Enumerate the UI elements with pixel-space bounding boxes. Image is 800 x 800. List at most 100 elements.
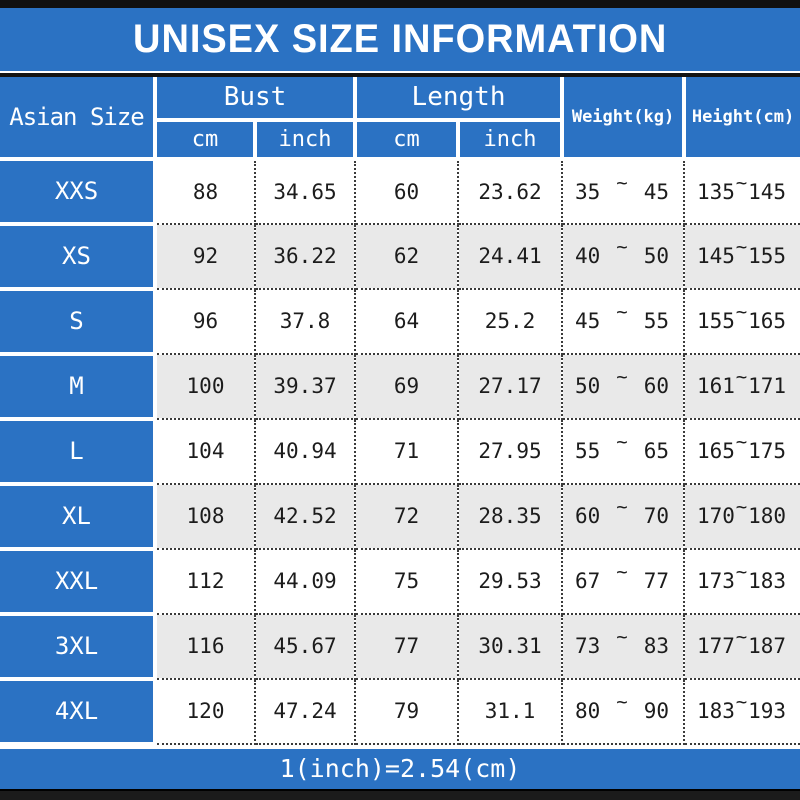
weight-min: 55 [575, 439, 601, 464]
header-length: Length [352, 76, 565, 122]
size-label-cell: 3XL [0, 611, 157, 681]
weight-max: 55 [643, 309, 669, 334]
weight-min: 50 [575, 374, 601, 399]
length-cm-cell: 72 [354, 482, 459, 550]
size-table-header: Asian Size Bust Length Weight(kg) Height… [0, 76, 800, 161]
table-row: 4XL 120 47.24 79 31.1 80 ~ 90 183 ~ 193 [0, 676, 800, 746]
height-range-cell: 177 ~ 187 [683, 612, 800, 680]
weight-range-cell: 45 ~ 55 [561, 287, 686, 355]
header-length-inch: inch [455, 117, 565, 161]
bust-inch-cell: 34.65 [254, 157, 356, 225]
weight-max: 50 [643, 244, 669, 269]
tilde-separator: ~ [616, 691, 628, 714]
bust-inch-cell: 42.52 [254, 482, 356, 550]
title-divider-white [0, 70, 800, 73]
footer-divider [0, 745, 800, 749]
size-label-cell: S [0, 286, 157, 356]
weight-range-cell: 50 ~ 60 [561, 352, 686, 420]
bust-inch-cell: 45.67 [254, 612, 356, 680]
bust-inch-cell: 44.09 [254, 547, 356, 615]
header-asian-size: Asian Size [0, 76, 157, 161]
size-label-cell: XXS [0, 156, 157, 226]
weight-max: 77 [643, 569, 669, 594]
length-cm-cell: 77 [354, 612, 459, 680]
bust-inch-cell: 47.24 [254, 677, 356, 745]
height-max: 155 [748, 244, 786, 269]
weight-range-cell: 55 ~ 65 [561, 417, 686, 485]
header-bust: Bust [153, 76, 357, 122]
height-range-cell: 170 ~ 180 [683, 482, 800, 550]
tilde-separator: ~ [616, 366, 628, 389]
weight-max: 60 [643, 374, 669, 399]
height-max: 183 [748, 569, 786, 594]
bust-inch-cell: 40.94 [254, 417, 356, 485]
tilde-separator: ~ [735, 561, 748, 584]
length-cm-cell: 64 [354, 287, 459, 355]
weight-min: 80 [575, 699, 601, 724]
table-row: XS 92 36.22 62 24.41 40 ~ 50 145 ~ 155 [0, 221, 800, 291]
height-range-cell: 161 ~ 171 [683, 352, 800, 420]
length-inch-cell: 31.1 [456, 677, 564, 745]
height-min: 165 [697, 439, 735, 464]
weight-min: 60 [575, 504, 601, 529]
length-cm-cell: 79 [354, 677, 459, 745]
weight-range-cell: 40 ~ 50 [561, 222, 686, 290]
size-label-cell: XXL [0, 546, 157, 616]
height-max: 145 [748, 179, 786, 204]
length-inch-cell: 27.17 [456, 352, 564, 420]
tilde-separator: ~ [735, 366, 748, 389]
height-min: 173 [697, 569, 735, 594]
tilde-separator: ~ [735, 431, 748, 454]
size-label-cell: 4XL [0, 676, 157, 746]
weight-max: 45 [643, 179, 669, 204]
height-min: 161 [697, 374, 735, 399]
height-range-cell: 173 ~ 183 [683, 547, 800, 615]
top-black-bar [0, 0, 800, 8]
height-range-cell: 183 ~ 193 [683, 677, 800, 745]
bust-cm-cell: 88 [154, 157, 256, 225]
tilde-separator: ~ [616, 626, 628, 649]
height-max: 193 [748, 699, 786, 724]
table-row: XL 108 42.52 72 28.35 60 ~ 70 170 ~ 180 [0, 481, 800, 551]
height-range-cell: 155 ~ 165 [683, 287, 800, 355]
height-max: 175 [748, 439, 786, 464]
conversion-note: 1(inch)=2.54(cm) [279, 754, 521, 784]
length-cm-cell: 75 [354, 547, 459, 615]
bust-cm-cell: 100 [154, 352, 256, 420]
bust-inch-cell: 37.8 [254, 287, 356, 355]
bust-inch-cell: 39.37 [254, 352, 356, 420]
size-label-cell: XS [0, 221, 157, 291]
size-label-cell: XL [0, 481, 157, 551]
header-bust-cm: cm [153, 117, 257, 161]
table-row: XXS 88 34.65 60 23.62 35 ~ 45 135 ~ 145 [0, 156, 800, 226]
weight-max: 65 [643, 439, 669, 464]
tilde-separator: ~ [616, 236, 628, 259]
weight-range-cell: 80 ~ 90 [561, 677, 686, 745]
weight-max: 70 [643, 504, 669, 529]
weight-min: 40 [575, 244, 601, 269]
height-range-cell: 145 ~ 155 [683, 222, 800, 290]
bust-cm-cell: 96 [154, 287, 256, 355]
page-title: UNISEX SIZE INFORMATION [132, 16, 668, 61]
length-cm-cell: 62 [354, 222, 459, 290]
bust-cm-cell: 92 [154, 222, 256, 290]
table-row: S 96 37.8 64 25.2 45 ~ 55 155 ~ 165 [0, 286, 800, 356]
footer-banner: 1(inch)=2.54(cm) [0, 748, 800, 790]
table-row: 3XL 116 45.67 77 30.31 73 ~ 83 177 ~ 187 [0, 611, 800, 681]
table-row: M 100 39.37 69 27.17 50 ~ 60 161 ~ 171 [0, 351, 800, 421]
title-divider-black [0, 72, 800, 77]
tilde-separator: ~ [616, 301, 628, 324]
header-weight: Weight(kg) [560, 76, 687, 161]
size-label-cell: M [0, 351, 157, 421]
weight-min: 73 [575, 634, 601, 659]
length-cm-cell: 69 [354, 352, 459, 420]
height-range-cell: 135 ~ 145 [683, 157, 800, 225]
tilde-separator: ~ [735, 691, 748, 714]
tilde-separator: ~ [735, 236, 748, 259]
header-bust-inch: inch [253, 117, 357, 161]
height-min: 170 [697, 504, 735, 529]
bust-cm-cell: 108 [154, 482, 256, 550]
height-min: 183 [697, 699, 735, 724]
length-inch-cell: 29.53 [456, 547, 564, 615]
